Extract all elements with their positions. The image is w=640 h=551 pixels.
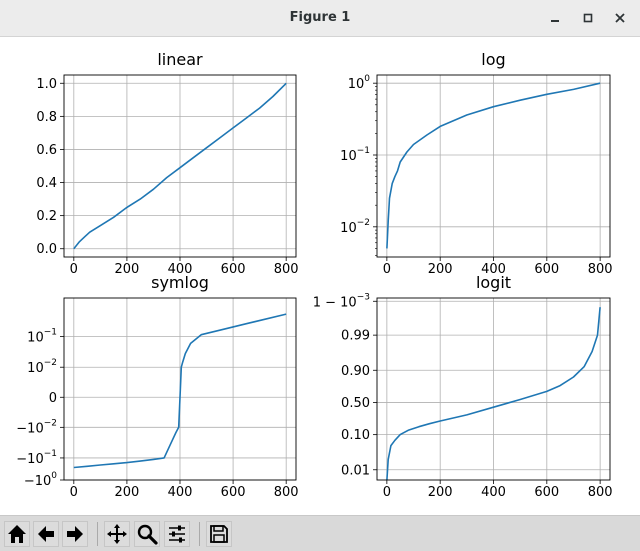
minimize-icon [551, 20, 559, 22]
x-tick-label: 200 [428, 262, 453, 277]
tick-label: 1 − 10−3 [313, 292, 370, 310]
tick-label: 0 [49, 391, 57, 406]
x-tick-label: 0 [383, 485, 391, 500]
subplot-title: log [481, 50, 505, 69]
tick-label: −10−2 [16, 418, 57, 436]
tick-label: 0.4 [36, 176, 57, 191]
tick-label: 0.0 [36, 242, 57, 257]
tick-label: 0.50 [341, 396, 370, 411]
maximize-button[interactable] [577, 8, 599, 28]
x-tick-label: 600 [534, 485, 559, 500]
back-button[interactable] [33, 521, 59, 547]
tick-label: 0.2 [36, 209, 57, 224]
subplots-config-icon [169, 525, 185, 543]
axes-frame [63, 297, 297, 481]
tick-label: −10−1 [16, 448, 57, 466]
forward-arrow-icon [67, 526, 83, 542]
minimize-button[interactable] [544, 8, 566, 28]
window-titlebar: Figure 1 [0, 0, 640, 37]
forward-button[interactable] [62, 521, 88, 547]
series-line [386, 82, 601, 249]
pan-move-icon [107, 524, 127, 544]
x-tick-label: 200 [428, 485, 453, 500]
toolbar-separator [97, 522, 98, 546]
tick-label: 1.0 [36, 77, 57, 92]
x-tick-label: 200 [114, 485, 139, 500]
navigation-toolbar [0, 515, 640, 551]
x-tick-label: 800 [274, 262, 299, 277]
back-arrow-icon [38, 526, 54, 542]
figure-canvas: linear 0 200 400 600 800 0.0 0.2 0.4 0.6 0.8 1.0 log… [0, 37, 640, 515]
series-line [73, 313, 287, 469]
x-tick-label: 600 [534, 262, 559, 277]
subplots-button[interactable] [164, 521, 190, 547]
x-tick-label: 600 [221, 262, 246, 277]
x-tick-label: 400 [481, 262, 506, 277]
pan-button[interactable] [104, 521, 130, 547]
subplot-title: logit [476, 273, 511, 292]
axes-frame [63, 74, 297, 258]
zoom-magnifier-icon [137, 524, 158, 545]
save-floppy-icon [210, 525, 228, 543]
close-icon [615, 13, 625, 23]
tick-label: 10−1 [27, 327, 57, 345]
maximize-icon [583, 13, 593, 23]
x-tick-label: 400 [168, 485, 193, 500]
x-tick-label: 0 [70, 485, 78, 500]
tick-label: 10−1 [340, 146, 370, 164]
x-tick-label: 600 [221, 485, 246, 500]
x-tick-label: 200 [114, 262, 139, 277]
x-tick-label: 400 [481, 485, 506, 500]
home-icon [8, 525, 26, 543]
tick-label: 0.01 [341, 463, 370, 478]
tick-label: 10−2 [340, 217, 370, 235]
series-line [73, 82, 287, 250]
x-tick-label: 0 [70, 262, 78, 277]
toolbar-separator [199, 522, 200, 546]
tick-label: −100 [24, 471, 57, 489]
x-tick-label: 800 [588, 262, 613, 277]
home-button[interactable] [4, 521, 30, 547]
tick-label: 0.90 [341, 364, 370, 379]
x-tick-label: 400 [168, 262, 193, 277]
subplot-title: linear [157, 50, 203, 69]
save-button[interactable] [206, 521, 232, 547]
x-tick-label: 800 [588, 485, 613, 500]
axes-frame [376, 74, 611, 258]
tick-label: 10−2 [27, 358, 57, 376]
tick-label: 0.6 [36, 143, 57, 158]
window-title: Figure 1 [289, 10, 351, 25]
series-line [386, 307, 601, 481]
figure-svg: linear 0 200 400 600 800 0.0 0.2 0.4 0.6 0.8 1.0 log… [16, 50, 613, 500]
subplot-title: symlog [151, 273, 209, 292]
tick-label: 100 [348, 74, 371, 92]
zoom-button[interactable] [134, 521, 160, 547]
axes-frame [376, 297, 611, 481]
x-tick-label: 0 [383, 262, 391, 277]
tick-label: 0.99 [341, 329, 370, 344]
tick-label: 0.8 [36, 110, 57, 125]
tick-label: 0.10 [341, 428, 370, 443]
close-button[interactable] [609, 8, 631, 28]
x-tick-label: 800 [274, 485, 299, 500]
